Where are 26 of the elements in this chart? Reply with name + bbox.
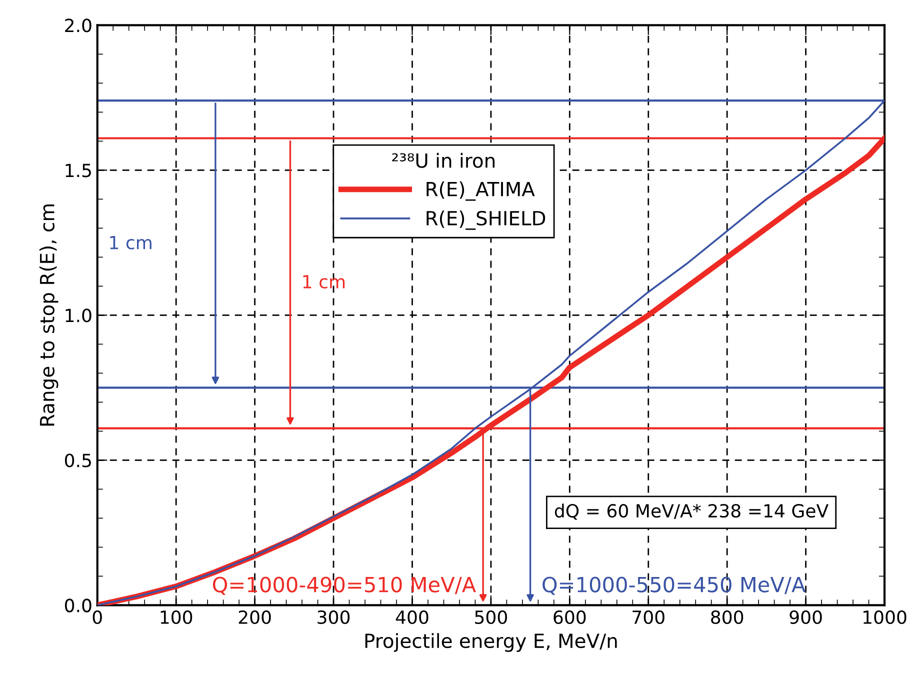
x-tick-label: 500 (475, 610, 507, 624)
x-tick-label: 300 (318, 610, 350, 624)
legend-label: R(E)_SHIELD (426, 210, 546, 230)
x-tick-label: 0 (92, 610, 102, 624)
legend-label: R(E)_ATIMA (426, 181, 535, 201)
legend-title: ²³⁸U in iron (392, 152, 495, 168)
x-tick-label: 200 (238, 610, 271, 624)
annotation: dQ = 60 MeV/A* 238 =14 GeV (554, 504, 828, 520)
x-tick-label: 700 (632, 610, 664, 624)
x-tick-label: 100 (160, 610, 192, 624)
x-axis-title: Projectile energy E, MeV/n (365, 633, 617, 652)
y-axis-title: Range to stop R(E), cm (39, 204, 58, 426)
annotation: Q=1000-550=450 MeV/A (542, 576, 806, 595)
y-tick-label: 0.5 (64, 454, 91, 468)
x-tick-label: 1000 (864, 610, 906, 624)
annotation: 1 cm (110, 236, 152, 250)
x-tick-label: 400 (396, 610, 428, 624)
y-tick-label: 1.0 (66, 308, 92, 322)
annotation: 1 cm (303, 275, 345, 289)
x-tick-label: 600 (554, 610, 586, 624)
y-tick-label: 0.0 (64, 598, 92, 612)
x-tick-label: 900 (790, 610, 822, 624)
annotation: Q=1000-490=510 MeV/A (212, 576, 476, 595)
y-tick-label: 2.0 (65, 18, 92, 32)
x-tick-label: 800 (711, 610, 744, 624)
y-tick-label: 1.5 (66, 164, 91, 178)
